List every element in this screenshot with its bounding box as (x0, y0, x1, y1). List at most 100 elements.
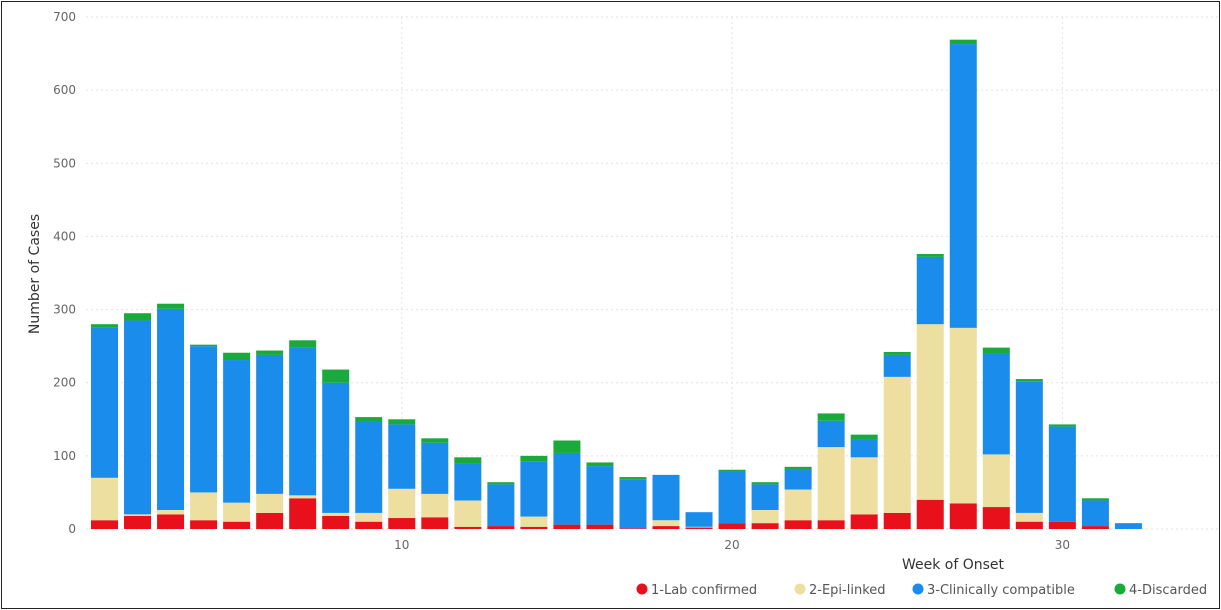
bar-segment-1-week-3 (157, 514, 185, 529)
bar-segment-2-week-3 (157, 509, 185, 515)
bar-segment-1-week-28 (982, 507, 1010, 529)
bar-segment-3-week-18 (652, 474, 680, 521)
bar-segment-2-week-23 (817, 447, 845, 521)
bar-segment-4-week-29 (1015, 379, 1043, 382)
bar-segment-2-week-19 (685, 526, 713, 528)
bar-segment-1-week-2 (124, 515, 152, 529)
bar-segment-3-week-20 (718, 471, 746, 524)
bars (91, 39, 1142, 529)
bar-segment-3-week-5 (223, 360, 251, 503)
y-tick-label: 700 (53, 10, 76, 24)
bar-segment-1-week-21 (751, 523, 779, 529)
bar-segment-3-week-8 (322, 382, 350, 513)
bar-segment-3-week-19 (685, 512, 713, 527)
legend-label: 1-Lab confirmed (651, 583, 757, 598)
bar-segment-4-week-21 (751, 482, 779, 485)
legend-label: 4-Discarded (1129, 583, 1207, 598)
bar-segment-4-week-31 (1081, 498, 1109, 501)
bar-segment-2-week-9 (355, 512, 383, 522)
bar-segment-3-week-29 (1015, 381, 1043, 513)
bar-segment-1-week-27 (949, 503, 977, 529)
bar-segment-2-week-5 (223, 502, 251, 522)
bar-segment-1-week-14 (520, 526, 548, 529)
bar-segment-4-week-1 (91, 324, 118, 328)
bar-segment-3-week-17 (619, 479, 647, 529)
bar-segment-1-week-5 (223, 521, 251, 529)
bar-segment-4-week-4 (190, 344, 218, 347)
bar-segment-3-week-25 (883, 354, 911, 377)
bar-segment-1-week-29 (1015, 521, 1043, 529)
bar-segment-3-week-14 (520, 461, 548, 517)
bar-segment-4-week-12 (454, 457, 482, 464)
bar-segment-1-week-23 (817, 520, 845, 529)
bar-segment-4-week-10 (388, 419, 416, 425)
bar-segment-1-week-18 (652, 526, 680, 529)
bar-segment-1-week-9 (355, 521, 383, 529)
bar-segment-2-week-4 (190, 492, 218, 521)
bar-segment-2-week-28 (982, 454, 1010, 508)
bar-segment-4-week-23 (817, 413, 845, 421)
bar-segment-2-week-8 (322, 512, 350, 516)
bar-segment-4-week-20 (718, 469, 746, 472)
bar-segment-1-week-17 (619, 528, 647, 529)
bar-segment-4-week-24 (850, 434, 878, 440)
bar-segment-1-week-20 (718, 523, 746, 529)
bar-segment-3-week-16 (586, 466, 614, 525)
bar-segment-4-week-28 (982, 347, 1010, 354)
bar-segment-2-week-25 (883, 376, 911, 513)
bar-segment-3-week-31 (1081, 500, 1109, 527)
bar-segment-2-week-18 (652, 520, 680, 527)
x-tick-label: 20 (724, 538, 739, 552)
y-tick-label: 100 (53, 449, 76, 463)
bar-segment-3-week-26 (916, 256, 944, 325)
x-tick-labels: 10 20 30 (394, 538, 1070, 552)
legend-label: 2-Epi-linked (809, 583, 886, 598)
bar-segment-3-week-10 (388, 424, 416, 489)
bar-segment-3-week-11 (421, 442, 449, 494)
y-axis-title: Number of Cases (27, 214, 43, 334)
y-tick-label: 200 (53, 376, 76, 390)
bar-segment-1-week-22 (784, 520, 812, 529)
legend-marker (1114, 583, 1126, 595)
bar-segment-4-week-5 (223, 352, 251, 361)
bar-segment-2-week-6 (256, 493, 284, 513)
bar-segment-1-week-19 (685, 527, 713, 529)
bar-segment-1-week-12 (454, 526, 482, 529)
gridlines (86, 16, 1218, 530)
legend-marker (794, 583, 806, 595)
bar-segment-1-week-11 (421, 517, 449, 529)
bar-segment-4-week-27 (949, 39, 977, 45)
legend: 1-Lab confirmed 2-Epi-linked 3-Clinically … (636, 583, 1207, 598)
bar-segment-3-week-32 (1114, 523, 1142, 529)
bar-segment-4-week-2 (124, 313, 152, 321)
bar-segment-2-week-12 (454, 500, 482, 527)
bar-segment-1-week-1 (91, 520, 118, 529)
bar-segment-1-week-7 (289, 498, 317, 529)
bar-segment-3-week-1 (91, 327, 118, 478)
x-tick-label: 30 (1055, 538, 1070, 552)
y-tick-label: 0 (68, 522, 76, 536)
bar-segment-2-week-7 (289, 495, 317, 499)
bar-segment-3-week-23 (817, 420, 845, 448)
y-tick-label: 500 (53, 156, 76, 170)
bar-segment-2-week-2 (124, 514, 152, 516)
x-tick-label: 10 (394, 538, 409, 552)
bar-segment-3-week-12 (454, 463, 482, 501)
bar-segment-3-week-28 (982, 353, 1010, 455)
bar-segment-1-week-24 (850, 514, 878, 529)
bar-segment-3-week-4 (190, 346, 218, 493)
bar-segment-3-week-21 (751, 484, 779, 510)
bar-segment-4-week-13 (487, 482, 515, 485)
bar-segment-3-week-24 (850, 439, 878, 458)
bar-segment-1-week-10 (388, 518, 416, 529)
bar-segment-3-week-27 (949, 44, 977, 328)
bar-segment-4-week-25 (883, 351, 911, 355)
bar-segment-1-week-13 (487, 526, 515, 529)
bar-segment-2-week-21 (751, 509, 779, 524)
bar-segment-2-week-1 (91, 477, 118, 521)
bar-segment-3-week-7 (289, 347, 317, 496)
bar-segment-1-week-25 (883, 512, 911, 529)
legend-marker (912, 583, 924, 595)
bar-segment-2-week-26 (916, 324, 944, 500)
